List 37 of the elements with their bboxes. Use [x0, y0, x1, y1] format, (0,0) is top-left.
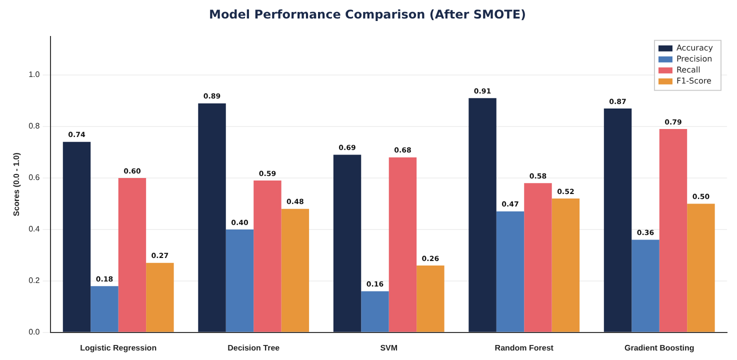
x-tick-label: Logistic Regression [80, 343, 157, 352]
bar [524, 183, 552, 332]
bar [62, 142, 91, 332]
bar [254, 180, 282, 332]
x-tick-label: SVM [380, 343, 398, 352]
y-tick-label: 0.0 [28, 328, 40, 337]
bar [416, 265, 444, 332]
bar [146, 262, 174, 332]
y-axis-title: Scores (0.0 - 1.0) [12, 152, 22, 216]
y-tick-label: 0.6 [28, 173, 40, 182]
bar [659, 129, 688, 332]
bar [632, 240, 660, 332]
bar [90, 286, 118, 332]
bar [361, 291, 389, 332]
bar [118, 178, 146, 332]
y-tick-label: 0.8 [28, 122, 40, 131]
y-tick-label: 1.0 [28, 70, 40, 80]
x-tick-label: Random Forest [494, 343, 554, 352]
x-tick-label: Decision Tree [228, 343, 280, 352]
legend-label: Precision [676, 54, 712, 64]
bar [281, 208, 310, 332]
bar [333, 154, 362, 332]
bar [388, 157, 417, 332]
bar [687, 204, 715, 332]
bar [604, 108, 632, 332]
x-tick-label: Gradient Boosting [624, 343, 694, 352]
legend-label: Accuracy [676, 43, 714, 52]
bar [496, 211, 524, 332]
legend-label: Recall [676, 65, 700, 74]
y-tick-label: 0.4 [28, 224, 40, 234]
y-tick-label: 0.2 [28, 276, 40, 286]
bar [198, 103, 226, 332]
bar [468, 98, 496, 332]
legend-label: F1-Score [676, 76, 712, 86]
bar [226, 229, 254, 332]
chart-title: Model Performance Comparison (After SMOTE) [208, 7, 526, 22]
bar [552, 198, 580, 332]
